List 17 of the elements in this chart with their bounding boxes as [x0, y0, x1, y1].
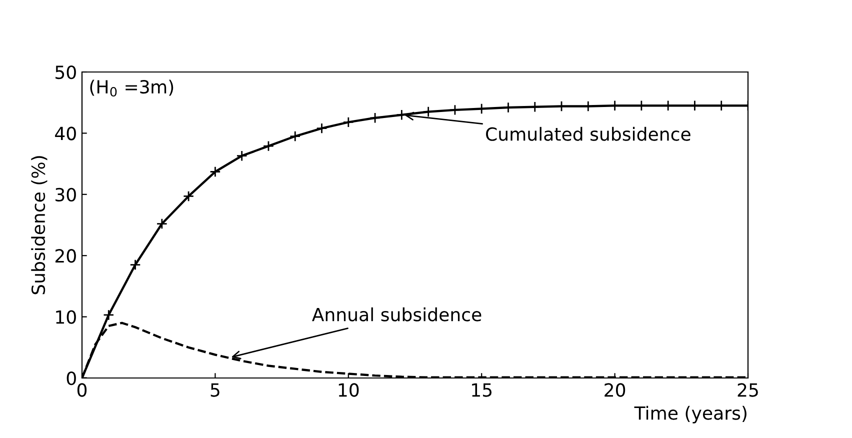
- y-axis-title: Subsidence (%): [31, 156, 48, 294]
- x-axis-title: Time (years): [634, 406, 746, 424]
- y-tick-label: 40: [55, 126, 76, 140]
- x-tick-label: 25: [738, 383, 758, 397]
- x-tick-label: 5: [210, 383, 220, 397]
- x-tick-label: 0: [77, 383, 87, 397]
- annotation: Annual subsidence: [312, 307, 482, 322]
- y-tick-label: 50: [56, 65, 76, 80]
- annotation: Cumulated subsidence: [486, 126, 690, 141]
- y-tick-label: 10: [56, 310, 76, 324]
- annotation: (H$_{0}$ =3m): [90, 80, 174, 97]
- y-tick-label: 30: [56, 188, 76, 202]
- y-tick-label: 0: [66, 371, 76, 386]
- y-tick-label: 20: [55, 249, 76, 263]
- x-tick-label: 15: [472, 383, 492, 397]
- x-tick-label: 10: [338, 383, 359, 397]
- x-tick-label: 20: [604, 383, 626, 397]
